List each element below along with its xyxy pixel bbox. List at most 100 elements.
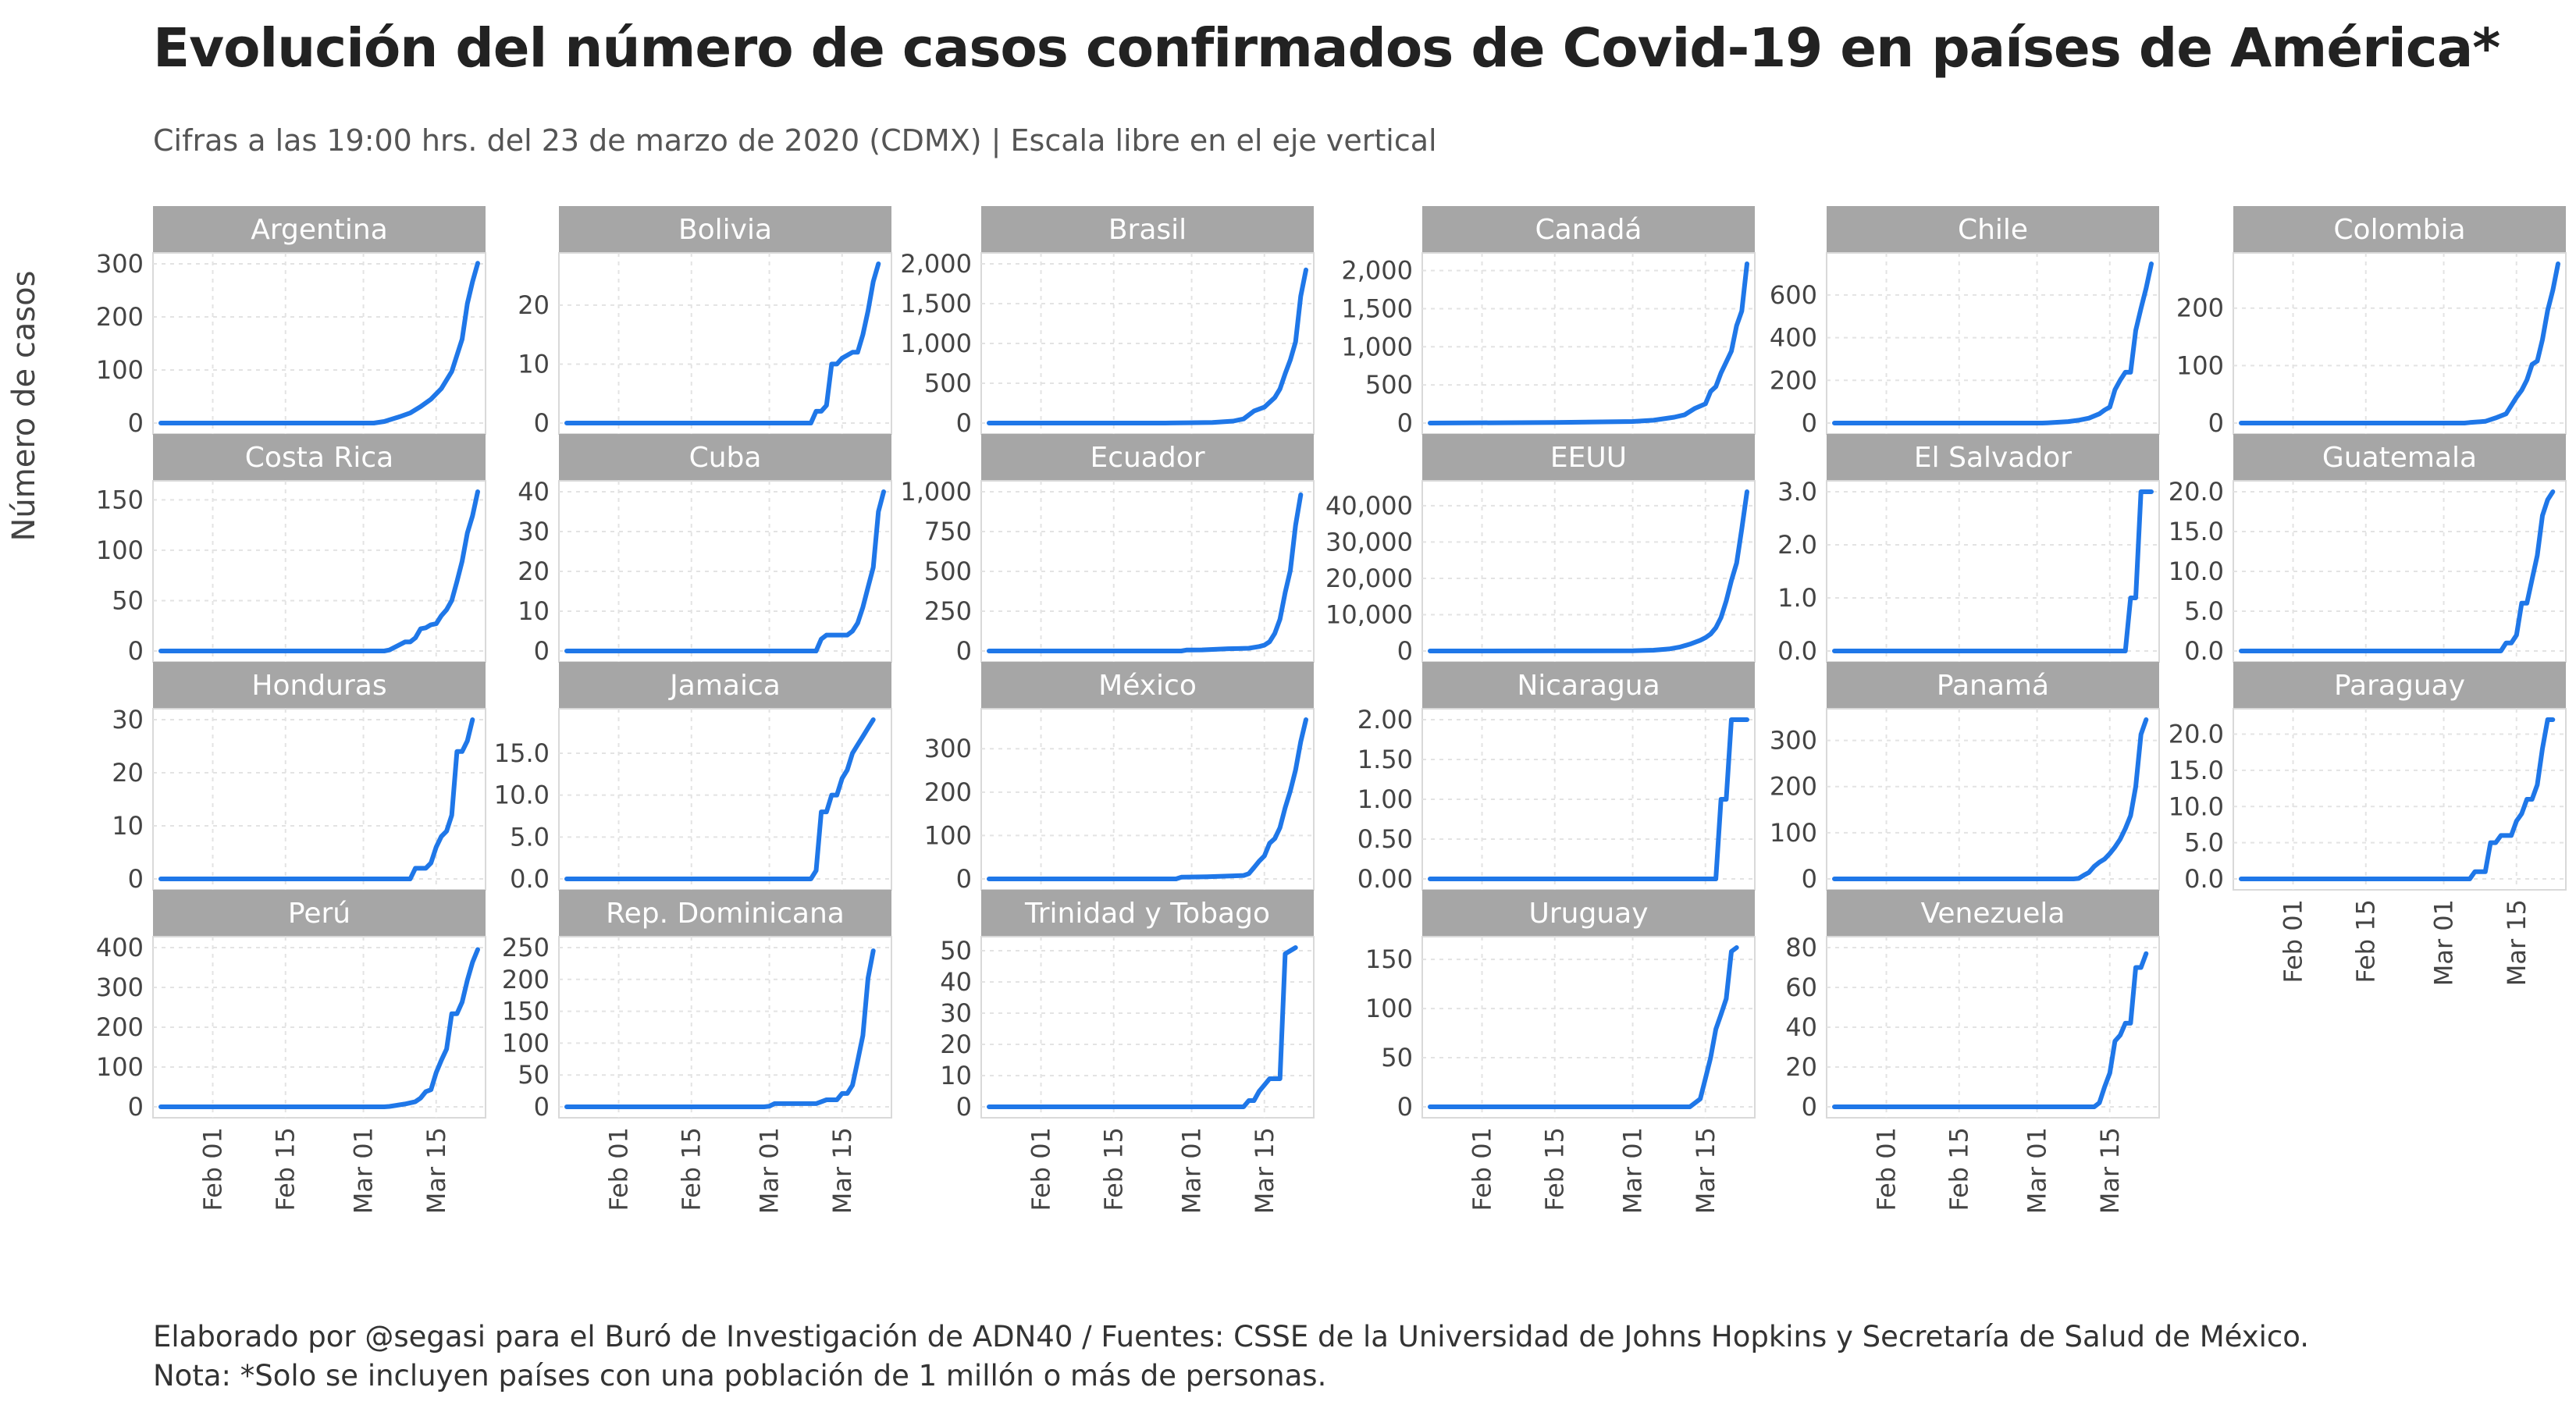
y-tick-label: 50 [112,585,144,615]
facet-panel: Canadá 0 500 1,000 1,500 2,000 [1341,206,1756,438]
facet-panel: Panamá 0 100 200 300 [1770,662,2160,894]
y-tick-label: 20 [1785,1052,1817,1082]
x-tick-label: Mar 15 [1250,1127,1279,1214]
y-tick-label: 1,000 [900,329,972,358]
y-tick-label: 2.00 [1357,705,1413,735]
y-tick-label: 40 [518,477,550,507]
y-tick-label: 10 [940,1061,972,1090]
y-tick-label: 1,500 [1341,293,1413,323]
y-tick-label: 20.0 [2169,477,2224,507]
caption-note: Nota: *Solo se incluyen países con una p… [153,1359,1327,1393]
y-tick-label: 0.00 [1357,864,1413,894]
series-line [2239,717,2556,881]
facet-label: Cuba [689,442,762,474]
facet-panel: Ecuador 0 250 500 750 1,000 [900,434,1315,666]
series-line [158,261,480,425]
x-tick-label: Feb 01 [604,1127,634,1211]
plot-area [1826,252,2160,435]
facet-strip [1422,890,1755,937]
facet-panel: Uruguay 0 50 100 150 Feb 01 Feb 15 Mar 01 Mar 15 [1365,890,1756,1214]
facet-panel: Brasil 0 500 1,000 1,500 2,000 [900,206,1315,438]
y-tick-label: 5.0 [2184,596,2224,626]
series-line [564,948,876,1109]
facet-strip [1422,662,1755,709]
y-tick-label: 200 [2176,293,2224,323]
y-tick-label: 30,000 [1325,527,1413,557]
y-tick-label: 300 [1770,726,1817,756]
facet-strip [153,434,486,481]
series-line [564,261,881,425]
y-tick-label: 0 [1397,1092,1413,1122]
y-tick-label: 50 [1381,1043,1413,1072]
facet-strip [559,662,891,709]
facet-strip [153,662,486,709]
facet-panel: Colombia 0 100 200 [2176,206,2567,438]
facet-label: México [1098,670,1197,702]
facet-panel: Jamaica 0.0 5.0 10.0 15.0 [494,662,892,894]
y-tick-label: 1,000 [1341,332,1413,361]
facet-label: El Salvador [1914,442,2072,474]
y-tick-label: 0.0 [1777,636,1817,666]
facet-label: Trinidad y Tobago [1024,898,1270,930]
y-tick-label: 15.0 [2169,517,2224,546]
facet-panel: Perú 0 100 200 300 400 Feb 01 Feb 15 Mar 01 Mar 1… [96,890,486,1214]
y-tick-label: 200 [96,302,144,332]
facet-label: Paraguay [2334,670,2465,702]
x-tick-label: Feb 01 [1872,1127,1902,1211]
y-tick-label: 10,000 [1325,599,1413,629]
facet-label: Ecuador [1090,442,1204,474]
y-tick-label: 20 [112,758,144,788]
x-tick-label: Mar 15 [2502,899,2532,986]
y-tick-label: 1,500 [900,289,972,318]
y-tick-label: 0.0 [2184,636,2224,666]
x-tick-label: Feb 15 [2351,899,2381,984]
y-tick-label: 150 [502,997,550,1026]
y-tick-label: 500 [924,368,972,398]
y-tick-label: 400 [96,933,144,962]
facet-strip [559,206,891,253]
series-line [987,492,1304,653]
facet-panel: Nicaragua 0.00 0.50 1.00 1.50 2.00 [1357,662,1756,894]
facet-strip [981,434,1314,481]
series-line [1832,717,2149,881]
plot-area [1826,480,2160,663]
x-tick-label: Mar 15 [827,1127,857,1214]
x-tick-label: Mar 01 [2429,899,2459,986]
y-tick-label: 0 [128,1092,144,1122]
y-tick-label: 0 [128,864,144,894]
plot-area [558,252,892,435]
y-tick-label: 0 [956,864,972,894]
y-tick-label: 20,000 [1325,564,1413,593]
facet-strip [1827,890,2159,937]
series-line [564,717,876,881]
y-tick-label: 300 [924,734,972,763]
y-tick-label: 200 [1770,772,1817,802]
series-line [2239,489,2556,653]
facet-label: Guatemala [2322,442,2477,474]
y-tick-label: 1.00 [1357,784,1413,814]
x-tick-label: Mar 01 [349,1127,379,1214]
caption-source: Elaborado por @segasi para el Buró de In… [153,1320,2310,1353]
y-tick-label: 0 [534,636,550,666]
facet-strip [981,206,1314,253]
y-tick-label: 0 [534,1092,550,1122]
x-tick-label: Feb 01 [2279,899,2308,984]
y-tick-label: 50 [940,936,972,966]
series-line [1832,951,2149,1109]
series-line [987,945,1298,1109]
facet-panel: Venezuela 0 20 40 60 80 Feb 01 Feb 15 Mar 01 Mar … [1785,890,2160,1214]
facet-label: Costa Rica [245,442,393,474]
plot-area [152,252,486,435]
y-tick-label: 0.0 [2184,864,2224,894]
facet-panel: Bolivia 0 10 20 [518,206,892,438]
y-tick-label: 300 [96,973,144,1002]
series-line [1428,261,1749,425]
series-line [987,267,1308,425]
x-tick-label: Feb 15 [271,1127,301,1211]
y-tick-label: 0.50 [1357,824,1413,854]
y-tick-label: 200 [1770,365,1817,395]
series-line [2239,261,2560,425]
x-tick-label: Feb 01 [198,1127,228,1211]
y-tick-label: 250 [924,596,972,626]
